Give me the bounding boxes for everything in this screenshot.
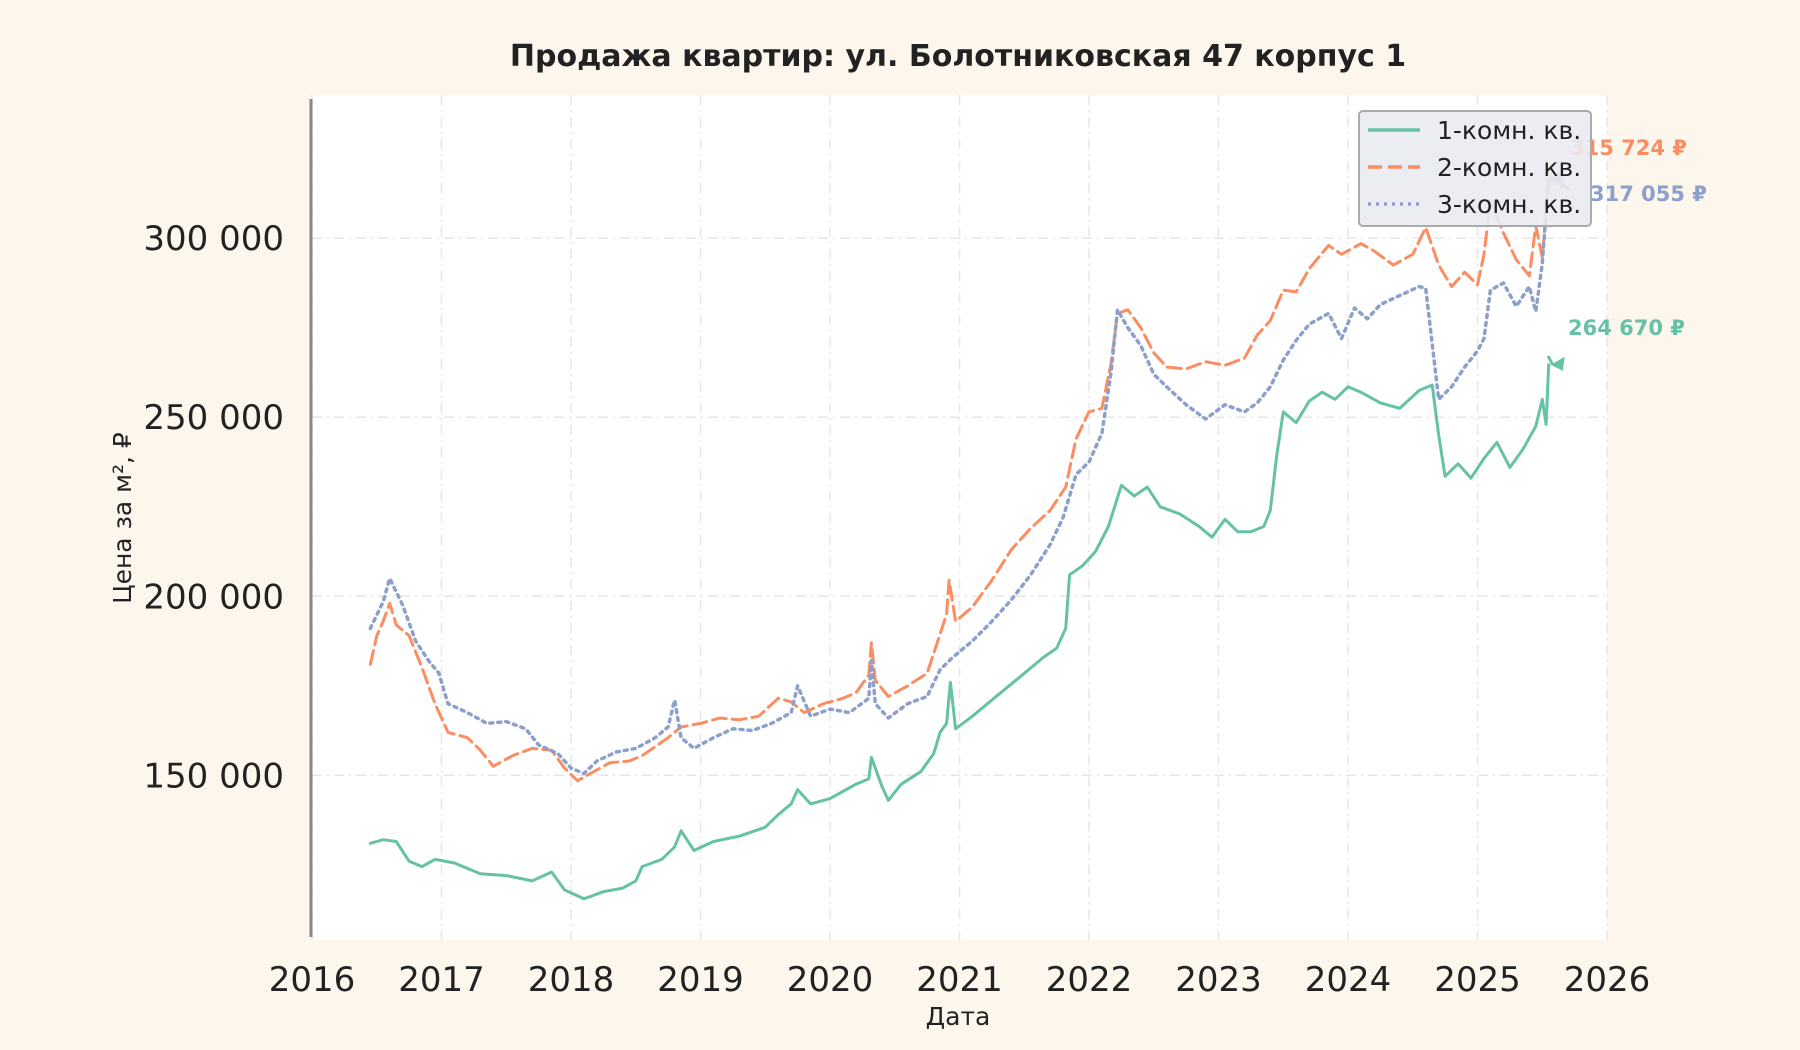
end-label-arrowhead [1550, 356, 1565, 371]
series-line-2 [368, 180, 1551, 783]
y-tick-label: 200 000 [143, 577, 284, 617]
series-line-1 [368, 363, 1551, 901]
legend-label: 2-комн. кв. [1437, 153, 1581, 182]
x-tick-label: 2022 [1046, 960, 1133, 1000]
grid [311, 95, 1608, 940]
x-axis-label: Дата [926, 1002, 991, 1031]
y-tick-label: 150 000 [143, 756, 284, 796]
legend-label: 1-комн. кв. [1437, 116, 1581, 145]
y-axis-label: Цена за м², ₽ [108, 432, 137, 604]
y-tick-label: 300 000 [143, 219, 284, 259]
x-tick-label: 2019 [657, 960, 744, 1000]
x-tick-label: 2016 [269, 960, 356, 1000]
x-tick-label: 2024 [1305, 960, 1392, 1000]
y-tick-label: 250 000 [143, 398, 284, 438]
end-value-label: 317 055 ₽ [1590, 182, 1707, 206]
y-ticks: 150 000 200 000 250 000 300 000 [143, 219, 284, 796]
legend: 1-комн. кв. 2-комн. кв. 3-комн. кв. [1358, 110, 1592, 227]
x-tick-label: 2023 [1175, 960, 1262, 1000]
chart-title: Продажа квартир: ул. Болотниковская 47 к… [510, 39, 1406, 74]
x-ticks: 2016 2017 2018 2019 2020 2021 2022 2023 2024 2025… [269, 960, 1651, 1000]
legend-label: 3-комн. кв. [1437, 190, 1581, 219]
series-line-3 [368, 175, 1551, 776]
end-label-arrow [1546, 355, 1555, 366]
x-tick-label: 2020 [787, 960, 874, 1000]
x-tick-label: 2026 [1564, 960, 1651, 1000]
x-tick-label: 2025 [1434, 960, 1521, 1000]
legend-box [1358, 110, 1592, 227]
x-tick-label: 2018 [528, 960, 615, 1000]
end-value-label: 264 670 ₽ [1568, 316, 1685, 340]
series-layer [368, 175, 1551, 901]
x-tick-label: 2017 [398, 960, 485, 1000]
x-tick-label: 2021 [916, 960, 1003, 1000]
